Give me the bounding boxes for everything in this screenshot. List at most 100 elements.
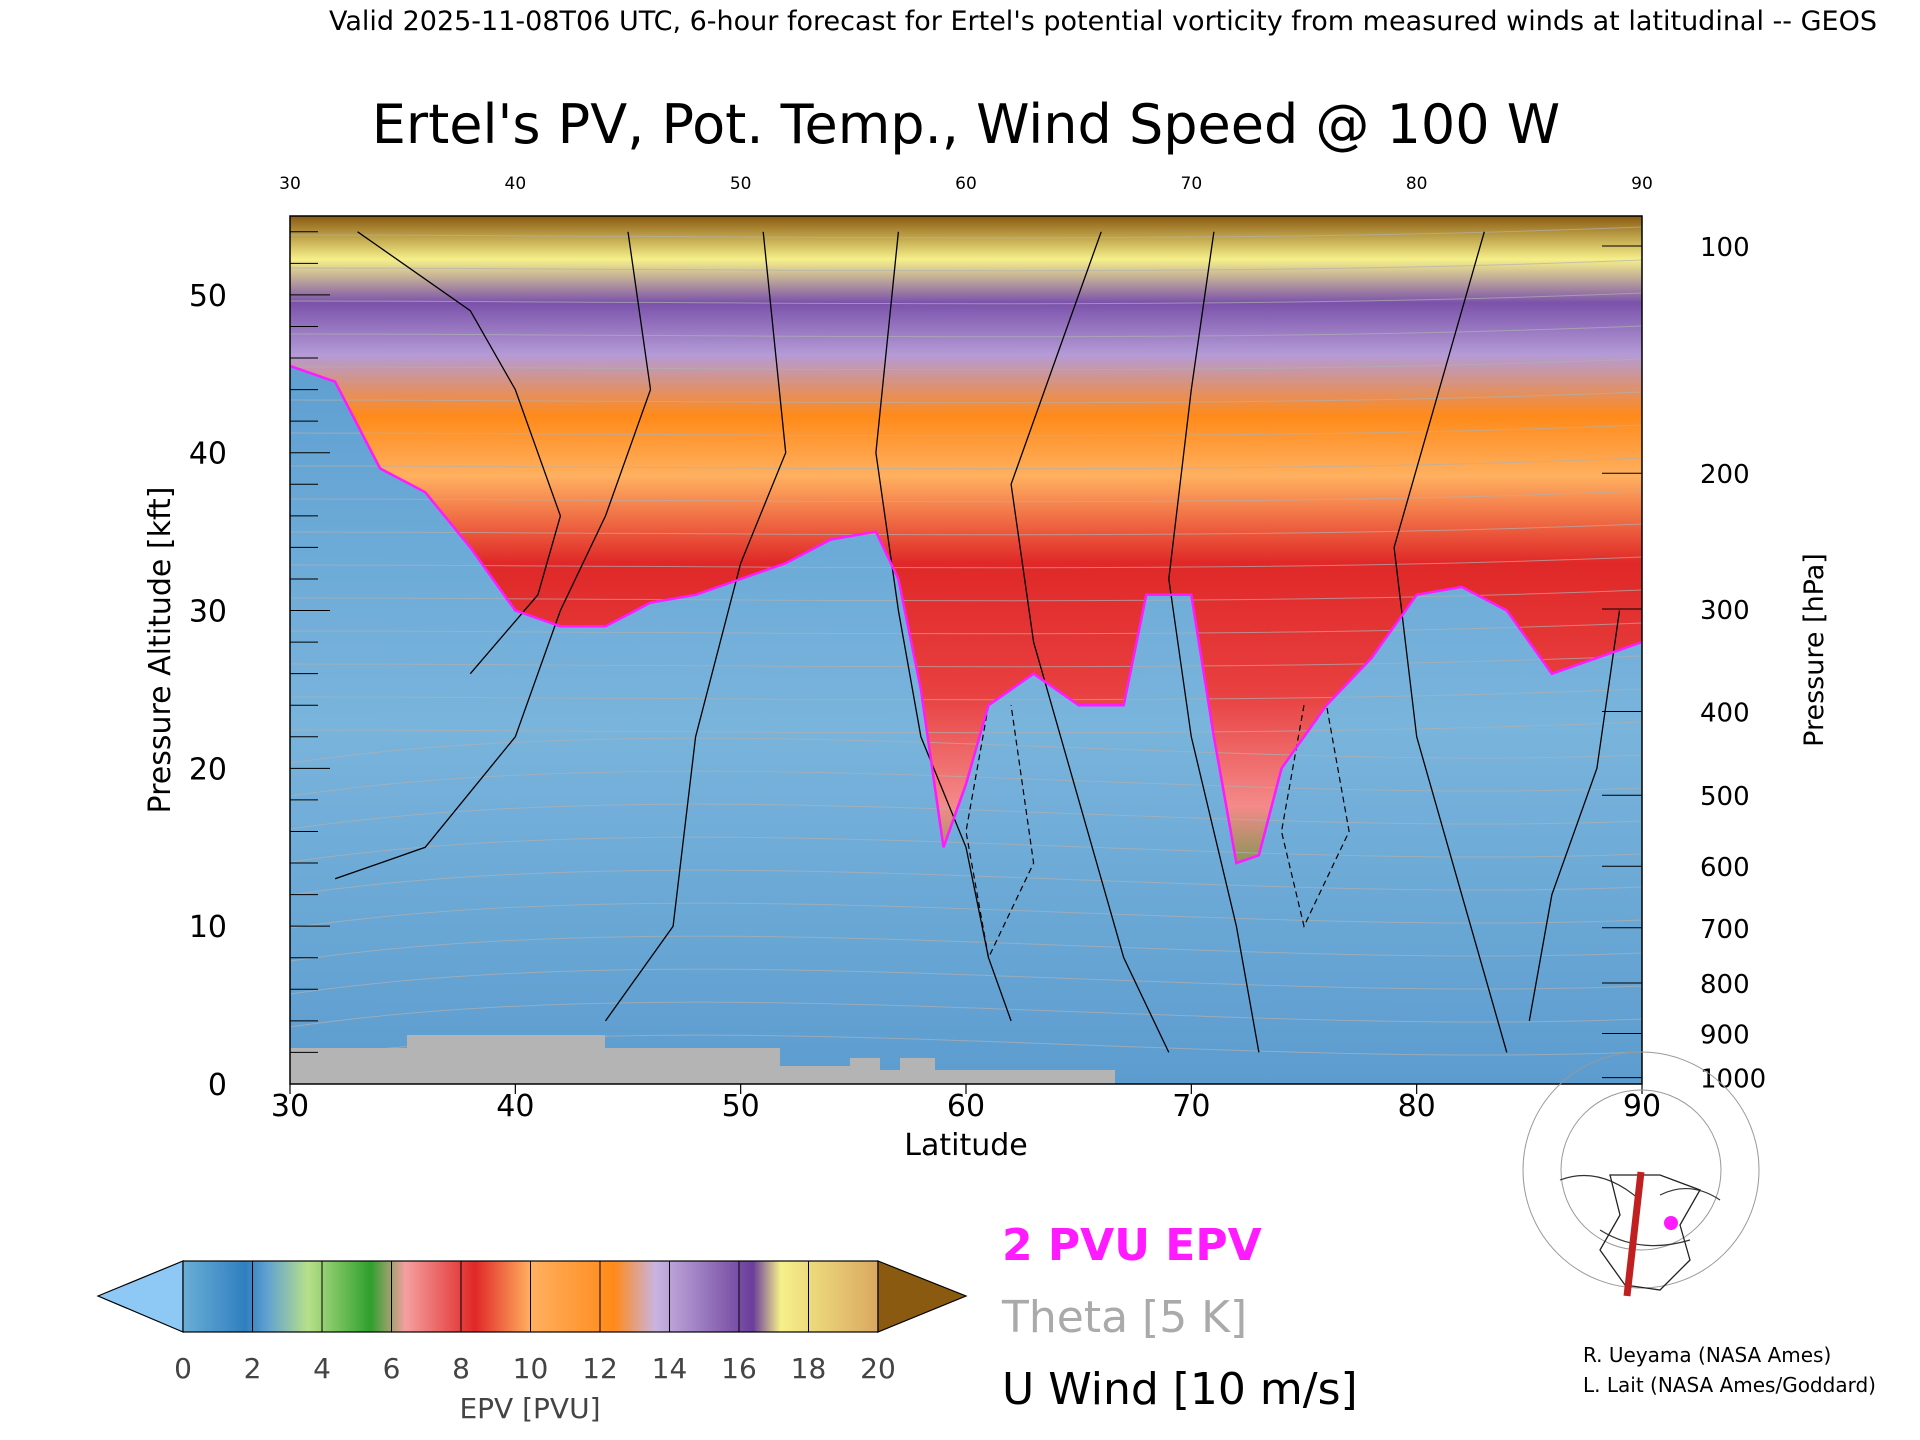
pressure-tick-label: 200	[1700, 460, 1750, 490]
theta-contour	[290, 770, 1642, 797]
ground-mask	[290, 1035, 1115, 1084]
chart-title: Ertel's PV, Pot. Temp., Wind Speed @ 100…	[372, 93, 1560, 156]
x-tick-label: 30	[271, 1089, 309, 1124]
theta-contour	[290, 721, 1642, 734]
pressure-tick-label: 900	[1700, 1020, 1750, 1050]
y-axis-right-pressure: 100 200 300 400 500 600 700 800 900 1000	[1602, 233, 1766, 1095]
y-tick-label: 50	[189, 279, 227, 314]
x-tick-label: 90	[1623, 1089, 1661, 1124]
x-top-tick-label: 80	[1406, 174, 1428, 194]
colorbar-tick-label: 16	[721, 1352, 757, 1385]
y-tick-label: 10	[189, 910, 227, 945]
colorbar-ticks: 0 2 4 6 8 10 12 14 16 18 20	[174, 1261, 896, 1385]
theta-contour	[290, 968, 1642, 995]
x-tick-label: 70	[1172, 1089, 1210, 1124]
colorbar: 0 2 4 6 8 10 12 14 16 18 20 EPV [PVU]	[96, 1260, 968, 1425]
y-tick-label: 30	[189, 595, 227, 630]
colorbar-tick-label: 4	[313, 1352, 331, 1385]
y-tick-label: 40	[189, 437, 227, 472]
x-top-tick-label: 70	[1181, 174, 1203, 194]
wind-contour	[875, 231, 1012, 1022]
wind-contour	[604, 231, 787, 1022]
theta-contour	[290, 556, 1642, 569]
x-tick-label: 40	[496, 1089, 534, 1124]
colorbar-tick-label: 6	[383, 1352, 401, 1385]
theta-contour	[290, 259, 1642, 272]
legend-wind: U Wind [10 m/s]	[1002, 1364, 1358, 1415]
y-axis-label: Pressure Altitude [kft]	[143, 487, 178, 814]
troposphere-fill	[290, 365, 1642, 1084]
legend-tropopause: 2 PVU EPV	[1002, 1220, 1262, 1271]
x-tick-label: 60	[947, 1089, 985, 1124]
wind-contour	[357, 231, 562, 675]
colorbar-over-arrow	[877, 1260, 968, 1333]
map-graticule-inner	[1560, 1089, 1722, 1251]
wind-contour	[1010, 231, 1170, 1053]
pressure-tick-label: 500	[1700, 782, 1750, 812]
theta-contour	[290, 226, 1642, 239]
pressure-tick-label: 600	[1700, 853, 1750, 883]
pressure-tick-label: 400	[1700, 699, 1750, 729]
tropopause-2pvu-line	[290, 364, 1642, 865]
theta-contour	[290, 836, 1642, 863]
colorbar-tick-label: 10	[513, 1352, 549, 1385]
y-axis-left: 0 10 20 30 40 50	[189, 231, 330, 1103]
wind-contour	[1168, 231, 1260, 1053]
legend-theta: Theta [5 K]	[1001, 1292, 1247, 1343]
pressure-tick-label: 1000	[1700, 1065, 1766, 1095]
map-north-america	[1599, 1174, 1701, 1291]
theta-contour	[290, 1001, 1642, 1028]
theta-contour	[290, 902, 1642, 929]
plot-area	[290, 216, 1642, 1084]
colorbar-label: EPV [PVU]	[459, 1392, 600, 1425]
x-tick-label: 50	[722, 1089, 760, 1124]
theta-contours	[290, 226, 1642, 1061]
theta-contour	[290, 523, 1642, 536]
credit-line-1: R. Ueyama (NASA Ames)	[1583, 1343, 1832, 1367]
theta-contour	[290, 688, 1642, 701]
x-axis-bottom: 30 40 50 60 70 80 90	[271, 1084, 1661, 1124]
y-tick-label: 20	[189, 752, 227, 787]
colorbar-tick-label: 2	[244, 1352, 262, 1385]
map-graticule	[1522, 1051, 1760, 1289]
y-tick-label: 0	[208, 1068, 227, 1103]
theta-contour	[290, 391, 1642, 404]
x-axis-top: 30 40 50 60 70 80 90	[279, 174, 1653, 194]
theta-contour	[290, 325, 1642, 338]
theta-contour	[290, 490, 1642, 503]
map-location-marker	[1664, 1216, 1678, 1230]
theta-contour	[290, 457, 1642, 470]
theta-contour	[290, 737, 1642, 764]
colorbar-tick-label: 0	[174, 1352, 192, 1385]
credits: R. Ueyama (NASA Ames) L. Lait (NASA Ames…	[1583, 1340, 1876, 1400]
theta-contour	[290, 292, 1642, 305]
wind-contour-negative	[1280, 705, 1350, 928]
colorbar-tick-label: 18	[791, 1352, 827, 1385]
theta-contour	[290, 935, 1642, 962]
colorbar-tick-label: 12	[582, 1352, 618, 1385]
colorbar-tick-label: 8	[452, 1352, 470, 1385]
location-map	[1522, 1051, 1760, 1302]
colorbar-tick-label: 14	[652, 1352, 688, 1385]
map-cross-section-track	[1623, 1171, 1645, 1297]
pressure-tick-label: 100	[1700, 233, 1750, 263]
theta-contour	[290, 424, 1642, 437]
wind-contour	[334, 231, 652, 880]
wind-contour	[1528, 610, 1621, 1022]
x-axis-label: Latitude	[904, 1128, 1027, 1163]
colorbar-under-arrow	[96, 1260, 184, 1333]
theta-contour	[290, 589, 1642, 602]
theta-contour	[290, 622, 1642, 635]
x-top-tick-label: 50	[730, 174, 752, 194]
y2-axis-label: Pressure [hPa]	[1799, 553, 1830, 747]
x-top-tick-label: 90	[1631, 174, 1653, 194]
legend: 2 PVU EPV Theta [5 K] U Wind [10 m/s]	[1001, 1220, 1358, 1415]
wind-contour	[1393, 231, 1508, 1053]
pressure-tick-label: 300	[1700, 596, 1750, 626]
theta-contour	[290, 869, 1642, 896]
colorbar-tick-label: 20	[860, 1352, 896, 1385]
credit-line-2: L. Lait (NASA Ames/Goddard)	[1583, 1373, 1876, 1397]
x-top-tick-label: 40	[505, 174, 527, 194]
pressure-tick-label: 800	[1700, 970, 1750, 1000]
